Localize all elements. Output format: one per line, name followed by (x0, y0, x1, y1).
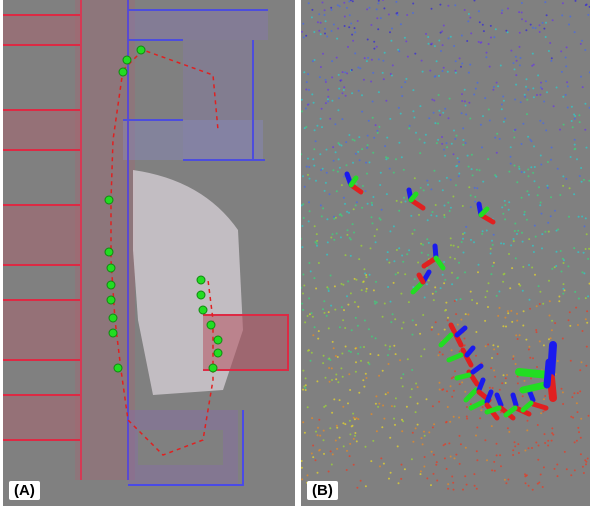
map-edges (3, 0, 289, 486)
frame-marker (476, 201, 496, 225)
frame-marker (446, 345, 476, 368)
map-canvas-a (3, 0, 289, 486)
panel-b-point-cloud: (B) (301, 0, 590, 506)
panel-a-occupancy-map: (A) (3, 0, 295, 506)
panel-label-b: (B) (307, 481, 338, 500)
frame-marker (410, 269, 432, 295)
coordinate-frames (344, 171, 557, 421)
frame-marker (421, 243, 446, 271)
frame-marker (438, 322, 468, 348)
panel-label-a: (A) (9, 481, 40, 500)
frame-marker (519, 358, 553, 394)
pose-markers (104, 45, 223, 373)
frame-marker (520, 387, 549, 413)
frame-marker (406, 187, 426, 211)
point-cloud-canvas-b (301, 0, 590, 491)
map-walls (3, 0, 288, 485)
point-cloud (301, 0, 590, 491)
frame-marker (454, 363, 484, 387)
frame-marker (344, 171, 364, 195)
